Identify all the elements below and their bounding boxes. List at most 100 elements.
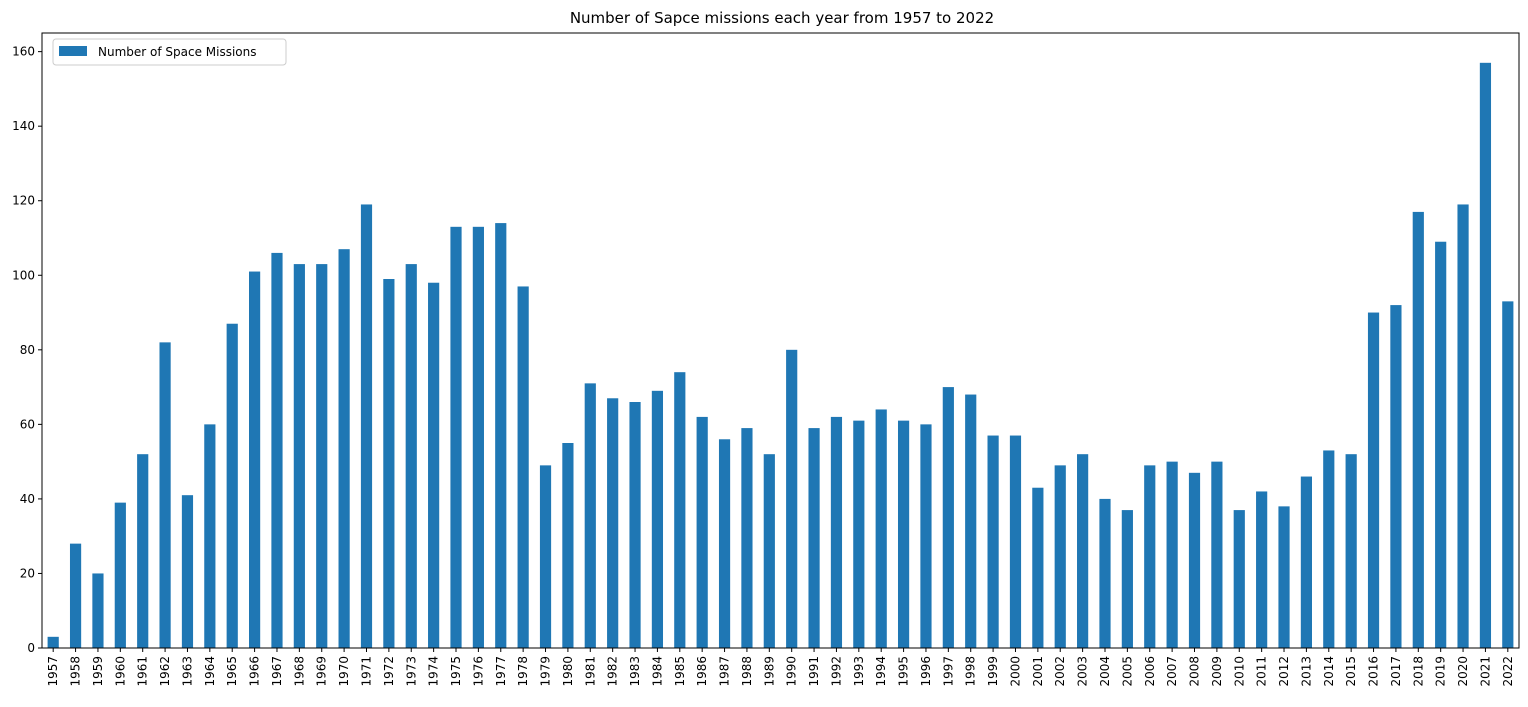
x-tick-label: 1995 bbox=[897, 656, 911, 687]
bar-1986 bbox=[696, 416, 708, 648]
x-tick-label: 2019 bbox=[1434, 656, 1448, 687]
bar-1969 bbox=[316, 264, 328, 648]
x-tick-label: 1986 bbox=[695, 656, 709, 687]
bar-2015 bbox=[1345, 454, 1357, 648]
bar-1981 bbox=[584, 383, 596, 648]
bar-2011 bbox=[1256, 491, 1268, 648]
y-tick-label: 20 bbox=[20, 566, 35, 580]
x-tick-label: 2000 bbox=[1008, 656, 1022, 687]
bar-1976 bbox=[472, 226, 484, 648]
bar-1997 bbox=[942, 387, 954, 648]
x-tick-label: 1984 bbox=[650, 656, 664, 687]
x-tick-label: 1974 bbox=[427, 656, 441, 687]
legend: Number of Space Missions bbox=[52, 38, 287, 66]
x-tick-label: 1977 bbox=[494, 656, 508, 687]
bar-2013 bbox=[1300, 476, 1312, 648]
bar-2014 bbox=[1323, 450, 1335, 648]
bar-1992 bbox=[830, 416, 843, 648]
x-tick-label: 2012 bbox=[1277, 656, 1291, 687]
x-tick-label: 2003 bbox=[1076, 656, 1090, 687]
x-tick-label: 1987 bbox=[718, 656, 732, 687]
x-tick-label: 1999 bbox=[986, 656, 1000, 687]
x-tick-label: 1959 bbox=[91, 656, 105, 687]
x-tick-label: 1996 bbox=[919, 656, 933, 687]
bar-1968 bbox=[293, 264, 305, 648]
y-tick-label: 140 bbox=[12, 119, 35, 133]
bar-1966 bbox=[249, 271, 261, 648]
x-tick-label: 1958 bbox=[69, 656, 83, 687]
x-tick-label: 1965 bbox=[225, 656, 239, 687]
chart-title: Number of Sapce missions each year from … bbox=[570, 9, 994, 27]
bar-1998 bbox=[965, 394, 977, 648]
bar-1983 bbox=[629, 402, 641, 648]
bar-1988 bbox=[741, 428, 753, 648]
x-tick-label: 1972 bbox=[382, 656, 396, 687]
x-tick-label: 1978 bbox=[516, 656, 530, 687]
x-tick-label: 1979 bbox=[539, 656, 553, 687]
x-tick-label: 1998 bbox=[964, 656, 978, 687]
x-tick-label: 2009 bbox=[1210, 656, 1224, 687]
bar-1996 bbox=[920, 424, 932, 648]
bar-1993 bbox=[853, 420, 865, 648]
x-tick-label: 2008 bbox=[1188, 656, 1202, 687]
x-tick-label: 1983 bbox=[628, 656, 642, 687]
bar-2021 bbox=[1479, 62, 1492, 649]
y-axis: 0 20 40 60 80 100 120 140 160 bbox=[12, 45, 42, 655]
bar-1959 bbox=[92, 573, 104, 648]
x-tick-label: 1966 bbox=[248, 656, 262, 687]
bar-2010 bbox=[1233, 510, 1245, 648]
x-tick-label: 1990 bbox=[785, 656, 799, 687]
bar-1957 bbox=[47, 636, 59, 648]
x-tick-label: 1961 bbox=[136, 656, 150, 687]
y-tick-label: 80 bbox=[20, 343, 35, 357]
bar-2016 bbox=[1367, 312, 1380, 648]
bar-1994 bbox=[875, 409, 887, 648]
x-tick-label: 2015 bbox=[1344, 656, 1358, 687]
legend-box bbox=[52, 38, 287, 66]
legend-label: Number of Space Missions bbox=[98, 45, 257, 59]
bar-1982 bbox=[607, 398, 619, 648]
bar-1972 bbox=[383, 279, 395, 648]
x-tick-label: 1962 bbox=[158, 656, 172, 687]
bar-1979 bbox=[539, 465, 552, 648]
x-tick-label: 1971 bbox=[359, 656, 373, 687]
bar-1964 bbox=[204, 424, 216, 648]
x-tick-label: 1994 bbox=[874, 656, 888, 687]
x-tick-label: 1967 bbox=[270, 656, 284, 687]
y-tick-label: 60 bbox=[20, 417, 35, 431]
legend-swatch bbox=[59, 46, 87, 56]
x-tick-label: 2007 bbox=[1165, 656, 1179, 687]
x-tick-label: 2021 bbox=[1478, 656, 1492, 687]
bar-1962 bbox=[159, 342, 171, 648]
bar-1970 bbox=[338, 249, 350, 648]
bar-2008 bbox=[1188, 472, 1201, 648]
x-tick-label: 1973 bbox=[404, 656, 418, 687]
bar-1961 bbox=[137, 454, 149, 648]
bar-2004 bbox=[1099, 498, 1111, 648]
bar-2003 bbox=[1077, 454, 1089, 648]
bar-2020 bbox=[1457, 204, 1469, 649]
x-tick-label: 2014 bbox=[1322, 656, 1336, 687]
bar-1975 bbox=[450, 226, 462, 648]
x-tick-label: 1997 bbox=[941, 656, 955, 687]
x-tick-label: 1964 bbox=[203, 656, 217, 687]
y-tick-label: 160 bbox=[12, 45, 35, 59]
bar-1977 bbox=[495, 223, 507, 648]
x-tick-label: 1968 bbox=[292, 656, 306, 687]
x-tick-label: 2016 bbox=[1367, 656, 1381, 687]
bar-2009 bbox=[1211, 461, 1223, 648]
bar-1971 bbox=[360, 204, 373, 649]
y-tick-label: 0 bbox=[27, 641, 35, 655]
bar-1980 bbox=[562, 443, 574, 648]
y-tick-label: 40 bbox=[20, 492, 35, 506]
x-tick-label: 1981 bbox=[583, 656, 597, 687]
plot-frame bbox=[41, 32, 1520, 649]
bar-2001 bbox=[1032, 487, 1044, 648]
bar-1967 bbox=[271, 252, 283, 648]
bar-2019 bbox=[1435, 241, 1447, 648]
x-tick-label: 1988 bbox=[740, 656, 754, 687]
bar-1991 bbox=[808, 428, 820, 648]
x-tick-label: 2001 bbox=[1031, 656, 1045, 687]
x-tick-label: 2018 bbox=[1411, 656, 1425, 687]
